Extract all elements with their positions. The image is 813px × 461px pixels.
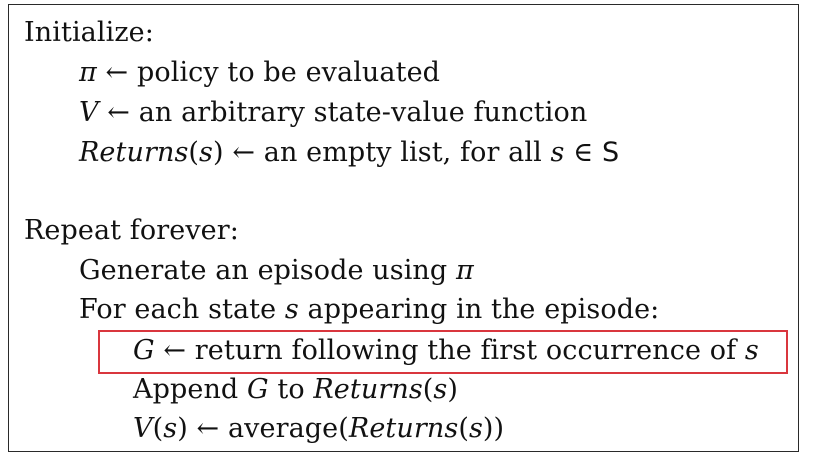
inner-line-average: V(s) ← average(Returns(s)) bbox=[133, 413, 505, 444]
loop-line-for-each: For each state s appearing in the episod… bbox=[79, 294, 660, 325]
init-line-value-function: V ← an arbitrary state-value function bbox=[79, 97, 588, 128]
init-header: Initialize: bbox=[24, 17, 154, 48]
loop-line-generate: Generate an episode using π bbox=[79, 255, 474, 286]
algorithm-box bbox=[8, 4, 799, 452]
init-line-returns: Returns(s) ← an empty list, for all s ∈ … bbox=[79, 137, 620, 168]
inner-line-return: G ← return following the first occurrenc… bbox=[133, 335, 759, 366]
inner-line-append: Append G to Returns(s) bbox=[133, 374, 459, 405]
init-line-policy: π ← policy to be evaluated bbox=[79, 57, 441, 88]
highlight-box bbox=[98, 330, 788, 374]
loop-header: Repeat forever: bbox=[24, 215, 239, 246]
